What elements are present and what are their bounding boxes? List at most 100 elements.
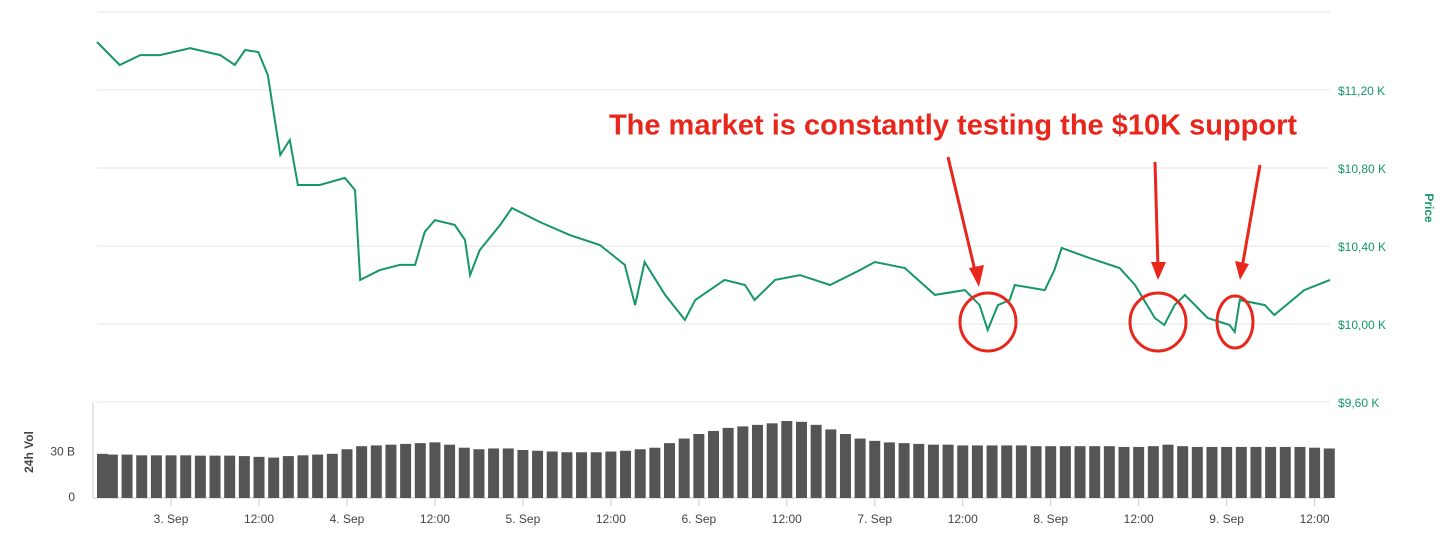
volume-bar [106,454,118,498]
volume-bar [268,457,280,498]
volume-bar [312,454,324,498]
volume-bar [913,443,925,498]
x-tick-label: 7. Sep [857,512,892,526]
volume-bar [385,444,397,498]
volume-bar [1147,446,1159,498]
volume-bar [1162,444,1174,498]
circle [1128,291,1188,353]
price-line [96,41,1331,335]
y-axis-label: Price [1422,193,1436,223]
arrow [1240,164,1262,269]
volume-bar [370,445,382,498]
volume-bar [810,424,822,498]
y-tick-label: $10,00 K [1338,318,1386,332]
volume-bar [1279,446,1291,498]
volume-bar [722,427,734,498]
volume-bar [414,443,426,498]
volume-bar [927,444,939,498]
volume-bar [136,455,148,498]
annotation-shapes [946,156,1262,353]
volume-bar [883,442,895,498]
volume-bar [1294,446,1306,498]
volume-bar [620,450,632,498]
volume-bar [854,438,866,498]
volume-bar [546,451,558,498]
arrow [946,156,978,276]
volume-bar [795,421,807,498]
volume-bar [971,445,983,498]
y-tick-label: 0 [68,490,75,504]
x-tick-label: 12:00 [1124,512,1154,526]
volume-bar [634,449,646,498]
volume-bar [693,434,705,498]
x-tick-label: 9. Sep [1209,512,1244,526]
volume-bar [942,444,954,498]
y-tick-label: $10,40 K [1338,240,1386,254]
volume-bar [561,452,573,498]
volume-bar [473,449,485,498]
volume-bar [1191,446,1203,498]
volume-bar [1045,446,1057,498]
volume-bar [532,450,544,498]
volume-bar [839,434,851,498]
volume-bar [97,453,108,498]
volume-bar [825,429,837,498]
volume-bar [678,438,690,498]
volume-bar [400,443,412,498]
volume-bar [605,451,617,498]
volume-bar [458,447,470,498]
y-tick-label: $11,20 K [1338,84,1385,98]
x-tick-label: 12:00 [948,512,978,526]
volume-bar [1103,446,1115,498]
volume-bar [1089,446,1101,498]
volume-bar [165,455,177,498]
volume-bar [751,424,763,498]
volume-bar [282,456,294,498]
volume-bar [444,444,456,498]
x-tick-label: 12:00 [772,512,802,526]
volume-bar [488,448,500,498]
x-tick-label: 4. Sep [330,512,365,526]
volume-bar [1323,448,1335,498]
volume-bar [708,430,719,498]
volume-bar [1177,446,1189,498]
volume-bar [1235,446,1247,498]
circle [1215,294,1255,350]
x-tick-label: 8. Sep [1033,512,1068,526]
arrow [1153,161,1160,269]
x-tick-label: 12:00 [596,512,626,526]
volume-bar [1030,446,1042,498]
x-tick-label: 12:00 [244,512,274,526]
volume-bar [1221,446,1233,498]
volume-bar [150,455,162,498]
arrow-head [1151,262,1166,280]
volume-bar [1059,446,1071,498]
annotation: The market is constantly testing the $10… [609,110,1297,142]
volume-bar [869,440,881,498]
volume-bar [986,445,998,498]
volume-bar [238,456,250,498]
x-tick-label: 12:00 [420,512,450,526]
arrow-head [969,265,984,287]
volume-bar [590,452,602,498]
y-tick-label: $10,80 K [1338,162,1386,176]
volume-bar [1118,446,1130,498]
volume-bar [1001,445,1013,498]
volume-bar [1250,446,1262,498]
volume-bar [737,426,749,498]
volume-bar [1206,446,1218,498]
arrow-head [1235,261,1249,280]
volume-bar [664,443,676,498]
volume-bar [1074,446,1086,498]
y-tick-label: $9,60 K [1338,396,1379,410]
x-tick-label: 12:00 [1300,512,1330,526]
volume-bar [297,455,309,498]
y-tick-label: 30 B [50,444,75,458]
volume-bar [1309,447,1321,498]
volume-bar [180,455,192,498]
arrow-heads [969,261,1249,287]
volume-bar [1133,446,1145,498]
volume-bar [356,446,368,498]
volume-bar [326,453,338,498]
